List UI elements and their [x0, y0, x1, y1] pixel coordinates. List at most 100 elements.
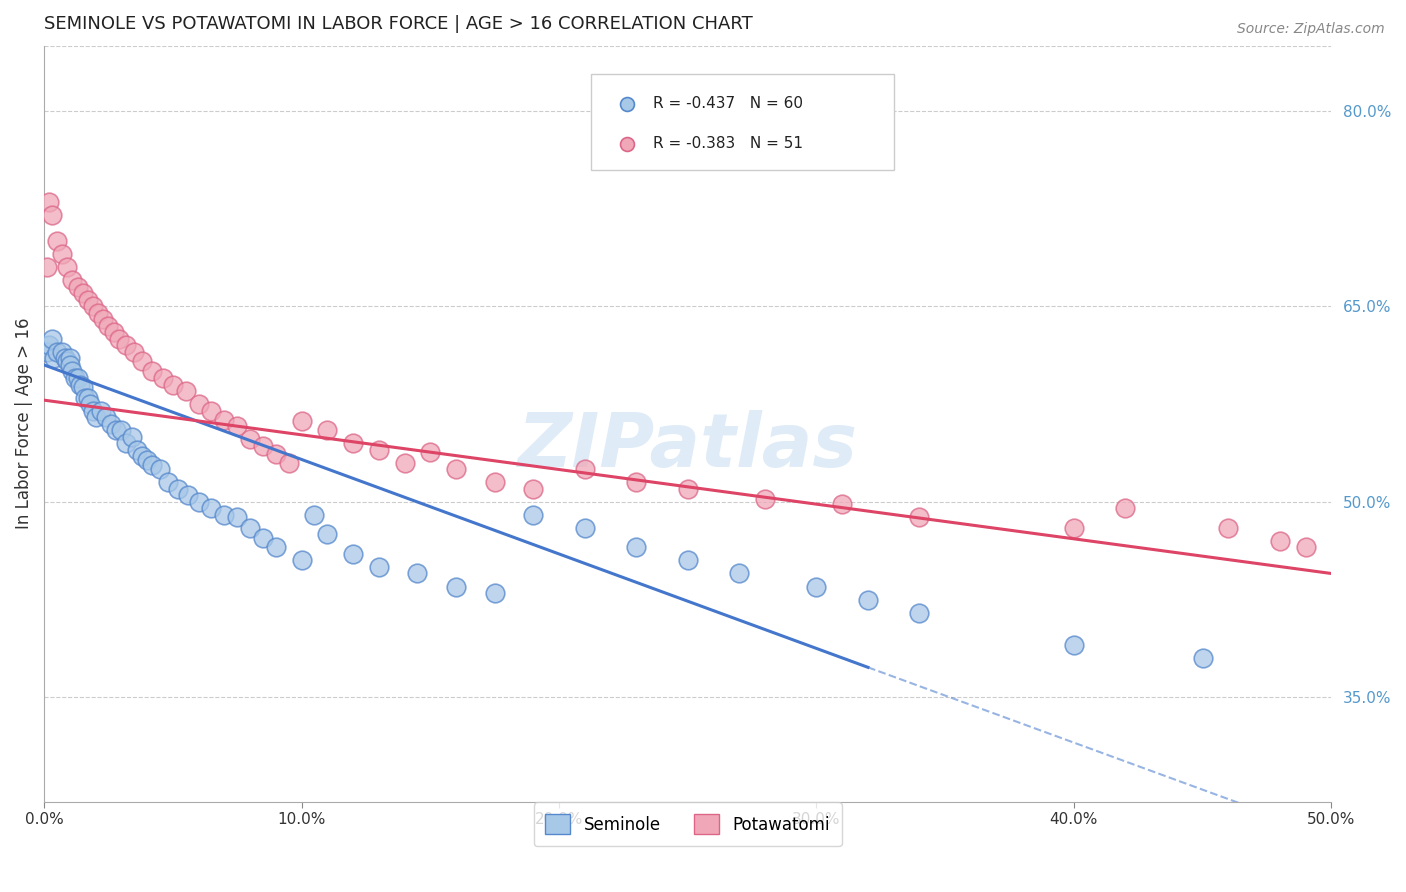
Text: SEMINOLE VS POTAWATOMI IN LABOR FORCE | AGE > 16 CORRELATION CHART: SEMINOLE VS POTAWATOMI IN LABOR FORCE | … [44, 15, 752, 33]
Point [277, 456, 299, 470]
Point [62, 273, 84, 287]
Point [107, 332, 129, 346]
Point [290, 553, 312, 567]
Point [484, 586, 506, 600]
Point [342, 436, 364, 450]
Point [56, 260, 79, 275]
Point [174, 384, 197, 398]
Text: Source: ZipAtlas.com: Source: ZipAtlas.com [1237, 22, 1385, 37]
Point [38, 338, 60, 352]
Point [79, 397, 101, 411]
Point [46, 234, 69, 248]
Text: ZIPatlas: ZIPatlas [517, 409, 858, 483]
Point [728, 566, 751, 581]
Point [156, 475, 179, 490]
Point [51, 345, 73, 359]
Point [97, 318, 120, 333]
Point [676, 553, 699, 567]
Point [149, 462, 172, 476]
Y-axis label: In Labor Force | Age > 16: In Labor Force | Age > 16 [15, 318, 32, 529]
Point [41, 332, 63, 346]
Point [754, 492, 776, 507]
Point [406, 566, 429, 581]
Point [115, 338, 138, 352]
Point [239, 432, 262, 446]
Point [72, 286, 94, 301]
Point [200, 403, 222, 417]
Text: R = -0.437   N = 60: R = -0.437 N = 60 [652, 96, 803, 112]
Point [214, 508, 236, 522]
Point [214, 413, 236, 427]
Point [100, 417, 122, 431]
Point [51, 247, 73, 261]
Point [122, 345, 145, 359]
Text: R = -0.383   N = 51: R = -0.383 N = 51 [652, 136, 803, 152]
Point [316, 527, 339, 541]
Point [626, 475, 648, 490]
Point [444, 462, 467, 476]
Point [82, 403, 104, 417]
Point [187, 397, 209, 411]
Point [105, 423, 128, 437]
Point [35, 345, 58, 359]
Point [806, 580, 828, 594]
Point [125, 442, 148, 457]
Point [110, 423, 132, 437]
Point [316, 423, 339, 437]
Point [59, 358, 82, 372]
Point [121, 430, 143, 444]
Point [141, 364, 163, 378]
Point [908, 606, 931, 620]
Point [856, 592, 879, 607]
Point [908, 510, 931, 524]
Point [103, 326, 125, 340]
Point [264, 447, 287, 461]
Point [82, 299, 104, 313]
Point [62, 364, 84, 378]
Legend: Seminole, Potawatomi: Seminole, Potawatomi [534, 803, 842, 847]
Point [419, 445, 441, 459]
Point [1191, 651, 1213, 665]
Point [522, 482, 544, 496]
Point [394, 456, 416, 470]
Point [35, 260, 58, 275]
Point [69, 377, 91, 392]
Point [77, 293, 100, 307]
Point [44, 351, 66, 366]
Point [574, 462, 596, 476]
Point [831, 497, 853, 511]
Point [264, 541, 287, 555]
Point [59, 351, 82, 366]
Point [367, 560, 389, 574]
Point [187, 495, 209, 509]
Point [90, 403, 112, 417]
FancyBboxPatch shape [591, 74, 894, 170]
Point [1268, 533, 1291, 548]
Point [626, 541, 648, 555]
Point [162, 377, 184, 392]
Point [66, 279, 89, 293]
Point [87, 306, 110, 320]
Point [136, 453, 159, 467]
Point [131, 449, 153, 463]
Point [84, 410, 107, 425]
Point [131, 354, 153, 368]
Point [66, 371, 89, 385]
Point [75, 391, 97, 405]
Point [304, 508, 326, 522]
Point [676, 482, 699, 496]
Point [46, 345, 69, 359]
Point [53, 351, 76, 366]
Point [167, 482, 190, 496]
Point [226, 510, 249, 524]
Point [38, 195, 60, 210]
Point [342, 547, 364, 561]
Point [200, 501, 222, 516]
Point [1295, 541, 1317, 555]
Point [152, 371, 174, 385]
Point [1114, 501, 1136, 516]
Point [484, 475, 506, 490]
Point [252, 531, 274, 545]
Point [115, 436, 138, 450]
Point [1218, 521, 1240, 535]
